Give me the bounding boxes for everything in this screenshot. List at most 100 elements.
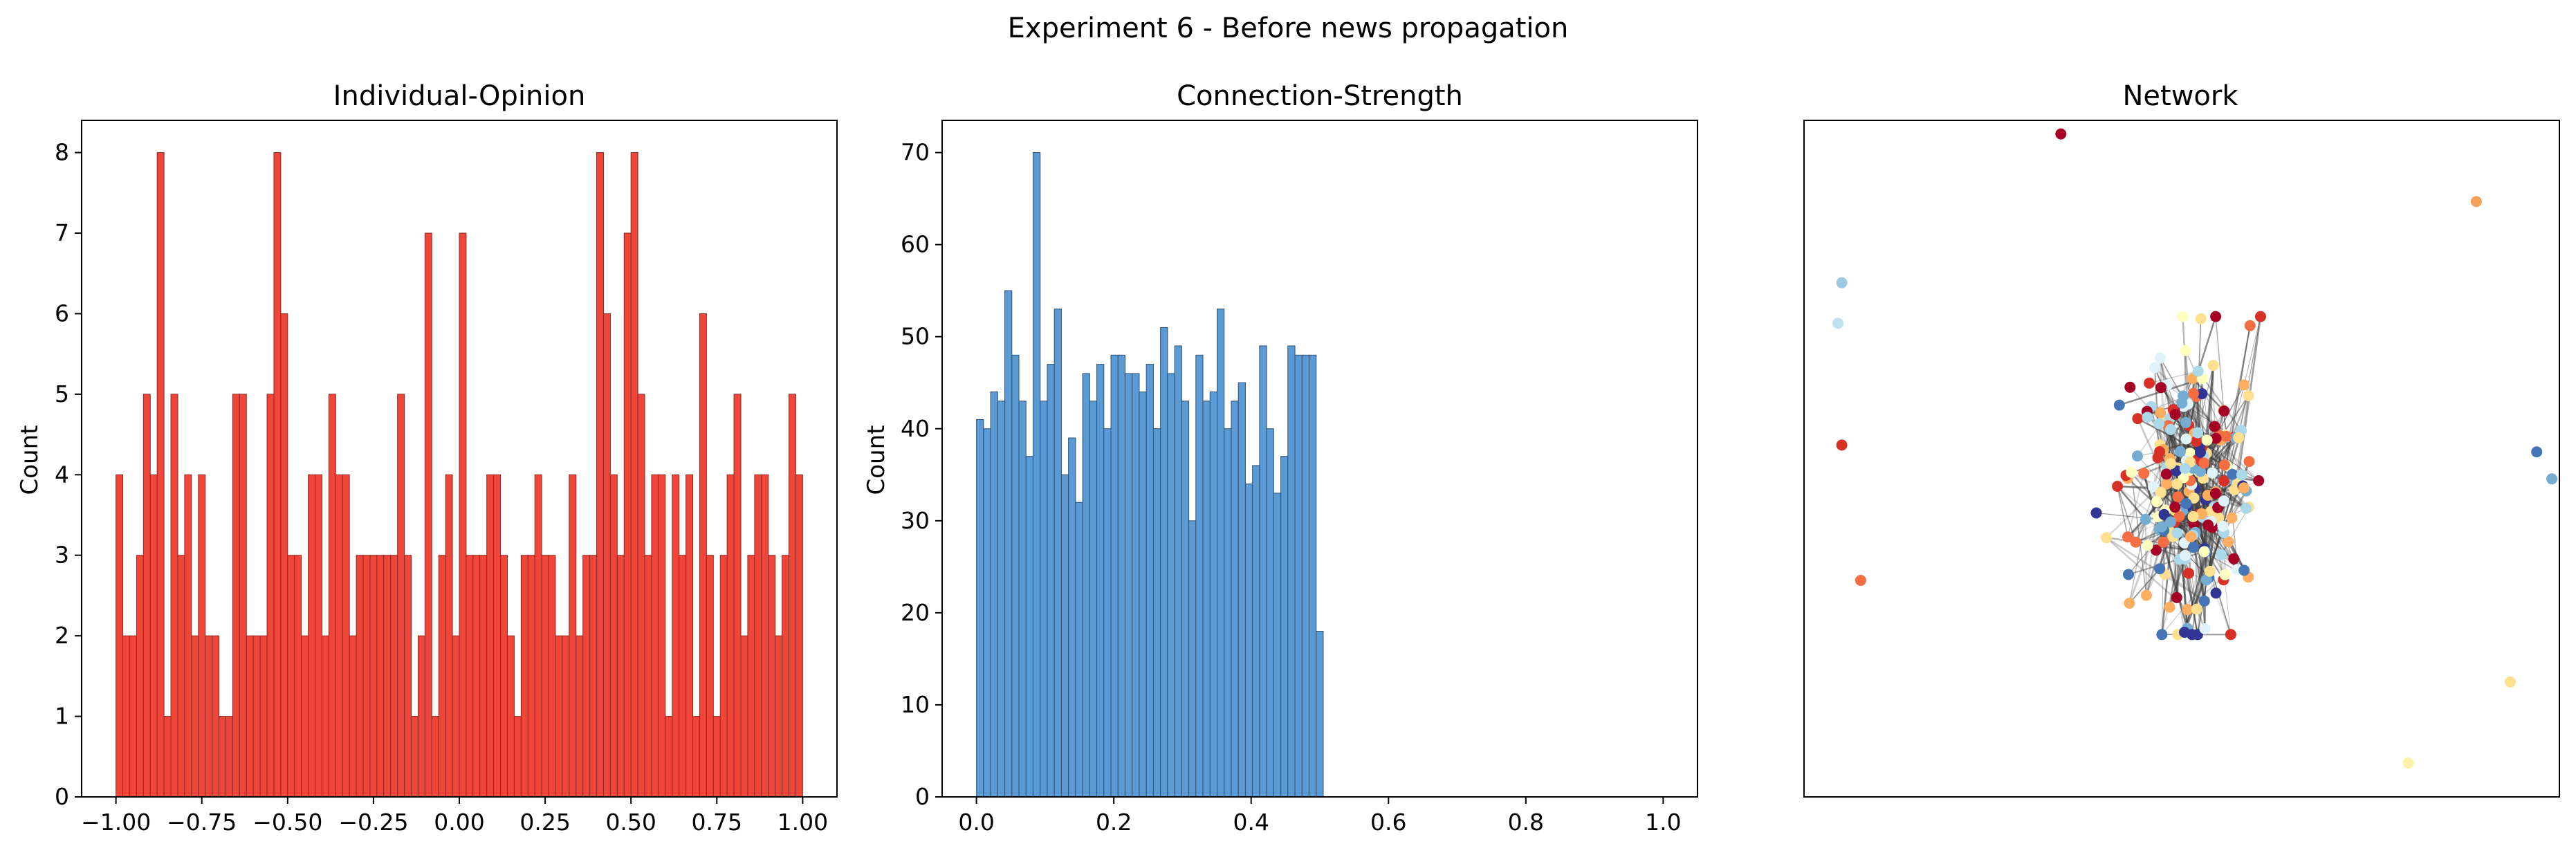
- connection-histogram-bar: [1316, 630, 1324, 798]
- connection-x-tick-label: 0.4: [1233, 809, 1269, 836]
- opinion-histogram-bar: [541, 555, 549, 798]
- opinion-histogram-bar: [308, 474, 316, 798]
- network-node: [2171, 591, 2182, 603]
- connection-y-tick-label: 20: [901, 599, 930, 626]
- connection-histogram-bar: [1139, 392, 1147, 798]
- network-node: [2182, 604, 2193, 616]
- opinion-y-tick-label: 5: [55, 380, 69, 407]
- opinion-histogram-bar: [411, 716, 418, 798]
- opinion-histogram-bar: [795, 474, 803, 798]
- connection-histogram-bar: [1040, 401, 1048, 798]
- opinion-histogram-bar: [644, 555, 652, 798]
- network-node: [2202, 520, 2214, 531]
- connection-histogram-bar: [1209, 392, 1217, 798]
- opinion-histogram-bar: [390, 555, 398, 798]
- network-node: [2187, 511, 2199, 522]
- network-node: [2209, 421, 2220, 432]
- network-node: [2169, 502, 2181, 513]
- opinion-histogram-bar: [129, 635, 137, 798]
- network-node: [1832, 318, 1844, 329]
- opinion-histogram-bar: [555, 635, 563, 798]
- opinion-histogram-bar: [761, 474, 769, 798]
- network-edge: [2220, 506, 2250, 555]
- connection-histogram-bar: [1047, 364, 1055, 798]
- connection-histogram-bar: [976, 419, 984, 798]
- network-node: [2207, 467, 2218, 479]
- connection-histogram-bar: [1132, 373, 1140, 798]
- opinion-histogram-bar: [417, 635, 425, 798]
- network-node: [2217, 520, 2229, 532]
- opinion-histogram-bar: [328, 394, 336, 798]
- network-node: [2253, 475, 2265, 486]
- network-edge: [2189, 490, 2247, 510]
- network-node: [2228, 553, 2240, 564]
- network-panel: Network: [1803, 80, 2560, 798]
- opinion-histogram-bar: [232, 394, 240, 798]
- opinion-x-tick-label: −0.25: [338, 809, 408, 836]
- connection-y-tick-label: 30: [901, 507, 930, 534]
- network-node: [2180, 549, 2191, 561]
- opinion-histogram-bar: [116, 474, 124, 798]
- connection-histogram-bar: [1174, 345, 1182, 798]
- connection-histogram-bar: [1082, 373, 1090, 798]
- connection-x-tick-label: 0.0: [958, 809, 994, 836]
- network-node: [2238, 564, 2250, 576]
- network-node: [2154, 352, 2166, 364]
- network-node: [2090, 507, 2102, 519]
- network-edge: [2128, 468, 2180, 604]
- opinion-y-tick-label: 7: [55, 219, 69, 246]
- opinion-histogram-bar: [301, 635, 309, 798]
- network-node: [2226, 512, 2238, 524]
- network-node: [2199, 623, 2211, 634]
- opinion-histogram-bar: [589, 555, 598, 798]
- network-node: [2192, 365, 2204, 377]
- connection-histogram-bar: [1252, 465, 1260, 798]
- opinion-histogram-bar: [246, 635, 254, 798]
- network-node: [2130, 536, 2142, 548]
- network-node: [2160, 468, 2172, 480]
- opinion-histogram-bar: [219, 716, 226, 798]
- network-node: [2165, 458, 2177, 470]
- network-node: [2198, 595, 2210, 607]
- network-node: [2177, 311, 2189, 322]
- opinion-histogram-bar: [754, 474, 762, 798]
- network-node: [2156, 521, 2167, 533]
- opinion-histogram-bar: [252, 635, 261, 798]
- network-node: [2243, 390, 2254, 401]
- connection-histogram-bar: [1188, 520, 1197, 798]
- opinion-histogram-bar: [156, 152, 165, 798]
- connection-histogram-y-axis-label: Count: [863, 425, 890, 495]
- network-node: [2194, 446, 2206, 458]
- opinion-histogram-bar: [369, 555, 378, 798]
- connection-histogram-panel: Connection-Strength Count 0.0 0.2 0.4 0.6 0.…: [863, 80, 1698, 836]
- network-node: [2180, 433, 2192, 445]
- connection-y-tick-label: 40: [901, 415, 930, 442]
- connection-histogram-bar: [1110, 354, 1119, 798]
- network-edge: [2197, 365, 2214, 433]
- network-node: [2218, 475, 2229, 487]
- connection-histogram-plot-frame: [941, 120, 1698, 798]
- network-node: [2165, 423, 2177, 435]
- network-node: [2192, 427, 2203, 439]
- network-node: [2153, 418, 2165, 430]
- opinion-histogram-bar: [472, 555, 481, 798]
- network-node: [2546, 473, 2558, 485]
- network-edge: [2207, 436, 2227, 496]
- connection-histogram-bar: [1195, 354, 1204, 798]
- opinion-histogram-bars: [116, 152, 803, 798]
- connection-y-tick-label: 60: [901, 231, 930, 258]
- opinion-histogram-bar: [630, 152, 638, 798]
- connection-histogram-bar: [1124, 373, 1133, 798]
- opinion-histogram-bar: [239, 394, 247, 798]
- opinion-histogram-bar: [672, 474, 680, 798]
- opinion-histogram-bar: [191, 635, 199, 798]
- connection-y-tick-label: 10: [901, 691, 930, 718]
- opinion-x-tick-label: 1.00: [778, 809, 828, 836]
- opinion-histogram-bar: [692, 716, 700, 798]
- opinion-histogram-panel: Individual-Opinion Count −1.00 −0.75 −0.50…: [16, 80, 838, 836]
- network-edge: [2191, 378, 2225, 412]
- network-node: [2126, 466, 2137, 478]
- network-node: [2209, 488, 2221, 499]
- opinion-histogram-bar: [356, 555, 364, 798]
